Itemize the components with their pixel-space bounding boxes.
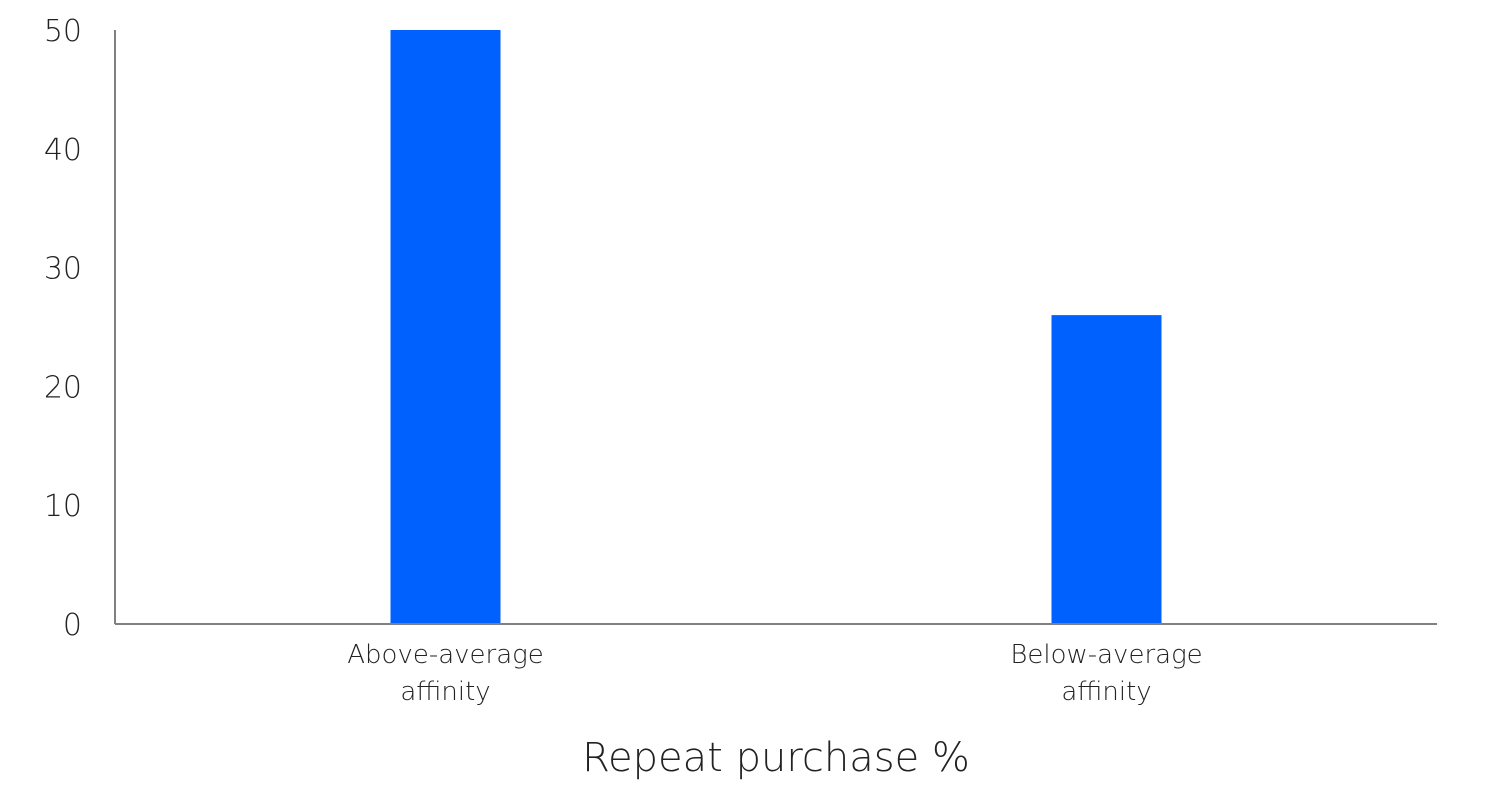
bar (390, 30, 501, 624)
x-category-label: Below-average affinity (1010, 640, 1202, 707)
bars (390, 30, 1162, 624)
x-category-label: Above-average affinity (347, 640, 544, 707)
x-category-line: Above-average (347, 640, 544, 670)
x-category-line: Below-average (1010, 640, 1202, 670)
y-tick-label: 0 (63, 608, 82, 643)
x-category-line: affinity (1061, 677, 1151, 707)
x-category-line: affinity (400, 677, 490, 707)
y-tick-label: 30 (44, 252, 82, 287)
y-tick-label: 50 (44, 14, 82, 49)
y-tick-label: 20 (44, 370, 82, 405)
bar (1051, 315, 1162, 624)
y-tick-label: 40 (44, 133, 82, 168)
y-axis-ticks: 0 10 20 30 40 50 (44, 14, 82, 643)
y-tick-label: 10 (44, 489, 82, 524)
x-axis-categories: Above-average affinity Below-average affini… (347, 640, 1202, 707)
x-axis-label: Repeat purchase % (582, 735, 970, 781)
